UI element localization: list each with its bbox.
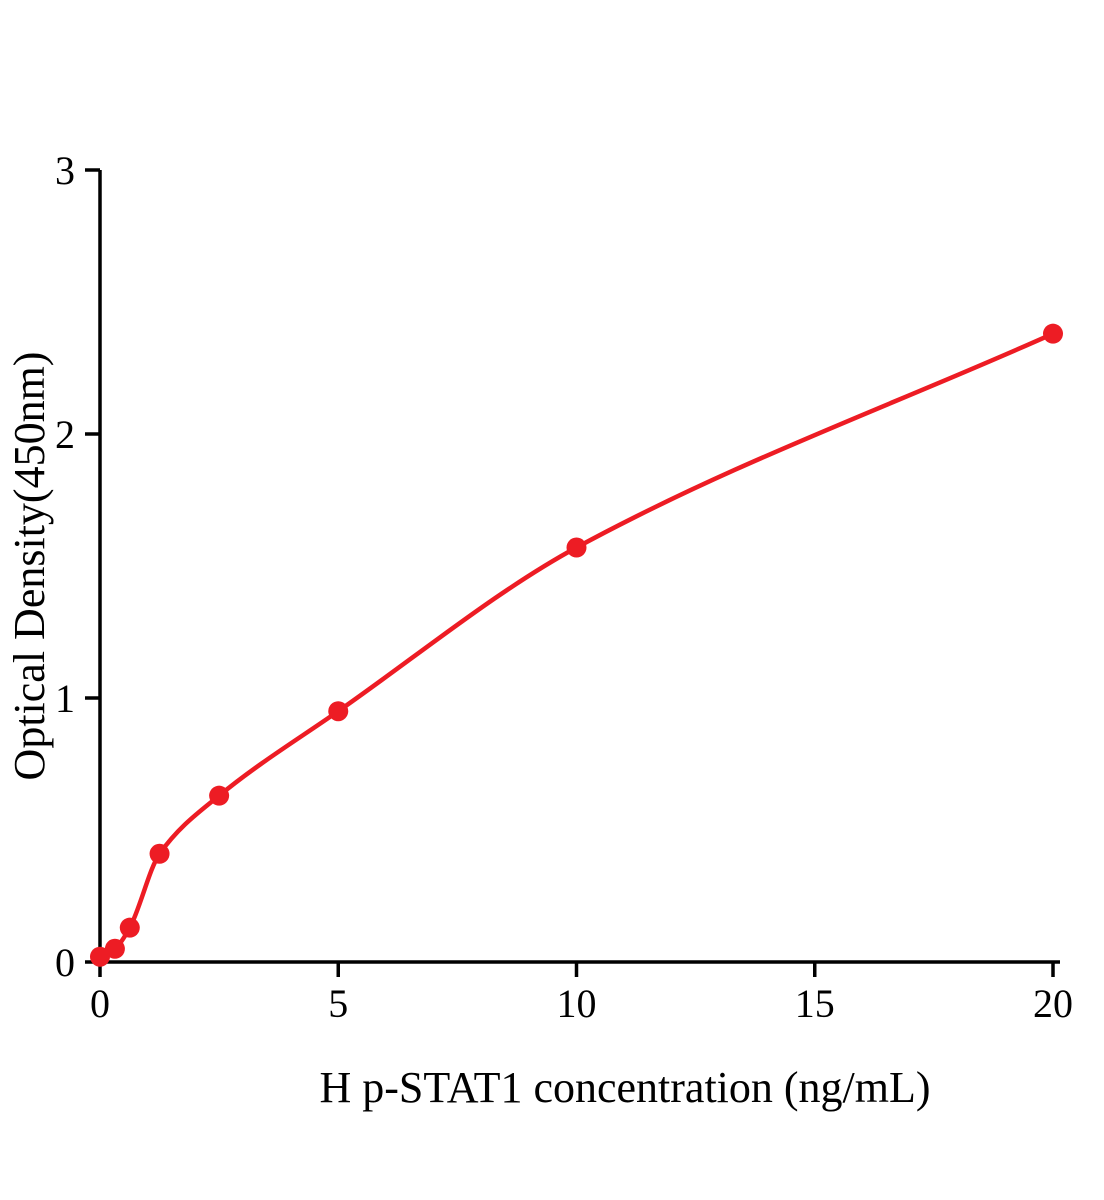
data-point [1043,323,1063,344]
data-point [90,946,110,967]
x-tick-label: 20 [1033,981,1073,1026]
data-point [209,785,230,806]
data-point [566,537,587,558]
x-tick-label: 15 [795,981,835,1026]
fitted-curve [97,331,1056,959]
y-tick-label: 0 [55,940,75,985]
x-tick-label: 10 [557,981,597,1026]
data-point [328,701,349,722]
chart-plot-area: 0 1 2 3 0 5 10 15 20 [55,148,1073,1026]
x-axis-title: H p-STAT1 concentration (ng/mL) [319,1063,930,1112]
data-point [149,843,170,864]
y-tick-label: 3 [55,148,75,193]
data-point [119,917,140,938]
y-tick-label: 2 [55,412,75,457]
y-tick-label: 1 [55,676,75,721]
x-tick-label: 5 [328,981,348,1026]
y-axis-title: Optical Density(450nm) [5,352,54,781]
data-point [104,938,125,959]
x-tick-label: 0 [90,981,110,1026]
